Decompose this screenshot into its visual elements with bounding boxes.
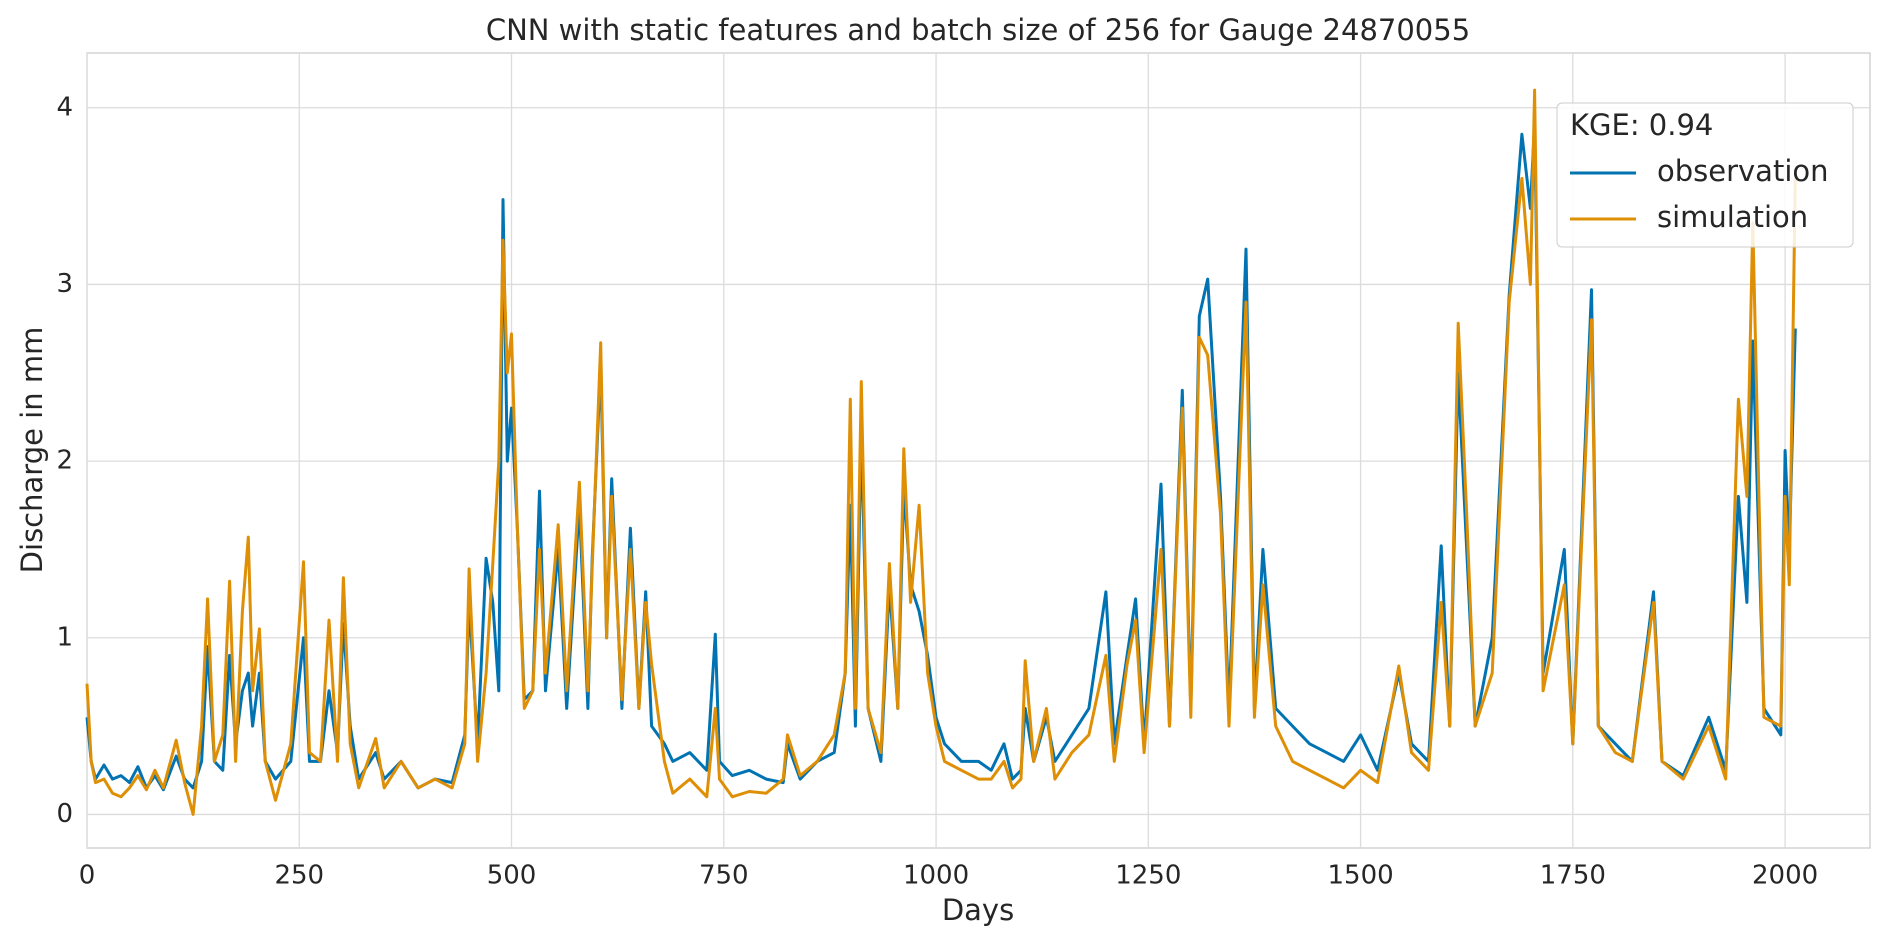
- series-line: [85, 88, 1797, 816]
- y-tick-label: 4: [56, 92, 73, 122]
- x-tick-label: 1250: [1115, 861, 1181, 891]
- x-tick-label: 500: [487, 861, 537, 891]
- x-tick-label: 1750: [1540, 861, 1606, 891]
- legend-label: simulation: [1657, 200, 1808, 234]
- x-tick-label: 0: [79, 861, 96, 891]
- lines: [85, 88, 1797, 816]
- x-tick-label: 250: [274, 861, 324, 891]
- x-tick-label: 750: [699, 861, 749, 891]
- x-axis-label: Days: [942, 893, 1014, 927]
- legend-title: KGE: 0.94: [1570, 108, 1713, 142]
- legend-label: observation: [1657, 154, 1829, 188]
- x-tick-label: 2000: [1752, 861, 1818, 891]
- y-axis-label: Discharge in mm: [15, 327, 49, 574]
- x-tick-label: 1000: [903, 861, 969, 891]
- chart-title: CNN with static features and batch size …: [486, 13, 1470, 47]
- legend: KGE: 0.94 observation simulation: [1556, 102, 1854, 248]
- y-tick-label: 0: [56, 799, 73, 829]
- x-tick-label: 1500: [1327, 861, 1393, 891]
- legend-box: [1556, 102, 1854, 248]
- y-tick-label: 1: [56, 622, 73, 652]
- y-tick-label: 3: [56, 269, 73, 299]
- y-tick-label: 2: [56, 446, 73, 476]
